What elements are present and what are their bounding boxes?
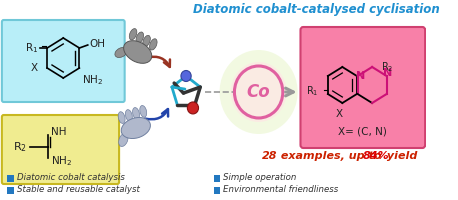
Ellipse shape — [132, 108, 140, 119]
Text: R$_2$: R$_2$ — [13, 140, 27, 154]
FancyBboxPatch shape — [214, 186, 220, 194]
Text: N: N — [383, 68, 392, 78]
Circle shape — [181, 71, 191, 82]
Text: R$_1$: R$_1$ — [306, 84, 319, 98]
Ellipse shape — [118, 112, 125, 123]
Text: X: X — [336, 109, 343, 119]
Text: Environmental friendliness: Environmental friendliness — [223, 186, 338, 194]
Text: Stable and reusable catalyst: Stable and reusable catalyst — [17, 186, 140, 194]
Text: yield: yield — [383, 151, 418, 161]
Text: Simple operation: Simple operation — [223, 173, 297, 182]
Circle shape — [231, 62, 287, 122]
Text: NH: NH — [51, 127, 67, 137]
FancyBboxPatch shape — [214, 174, 220, 182]
FancyBboxPatch shape — [7, 174, 14, 182]
Text: Co: Co — [247, 83, 270, 101]
Ellipse shape — [129, 29, 137, 40]
Ellipse shape — [119, 133, 128, 146]
Text: 84%: 84% — [363, 151, 389, 161]
Text: X: X — [31, 63, 38, 73]
Text: OH: OH — [90, 39, 106, 49]
Ellipse shape — [125, 110, 132, 121]
Text: X= (C, N): X= (C, N) — [338, 127, 387, 137]
Text: NH$_2$: NH$_2$ — [51, 154, 72, 168]
Ellipse shape — [121, 117, 150, 139]
Text: Diatomic cobalt-catalysed cyclisation: Diatomic cobalt-catalysed cyclisation — [193, 3, 440, 16]
FancyBboxPatch shape — [300, 27, 425, 148]
Text: examples, up to: examples, up to — [277, 151, 386, 161]
Ellipse shape — [115, 47, 127, 58]
Text: NH$_2$: NH$_2$ — [82, 73, 104, 87]
Text: R$_2$: R$_2$ — [382, 60, 394, 74]
Text: Diatomic cobalt catalysis: Diatomic cobalt catalysis — [17, 173, 125, 182]
Ellipse shape — [136, 32, 144, 43]
Text: N: N — [356, 71, 365, 81]
Circle shape — [219, 50, 298, 134]
Text: 28: 28 — [262, 151, 278, 161]
FancyBboxPatch shape — [2, 20, 125, 102]
Ellipse shape — [124, 41, 152, 63]
Ellipse shape — [149, 39, 157, 50]
Text: R$_1$: R$_1$ — [26, 41, 39, 55]
Circle shape — [187, 102, 198, 114]
FancyBboxPatch shape — [2, 115, 119, 184]
Ellipse shape — [143, 35, 150, 47]
Ellipse shape — [140, 106, 147, 117]
FancyBboxPatch shape — [7, 186, 14, 194]
